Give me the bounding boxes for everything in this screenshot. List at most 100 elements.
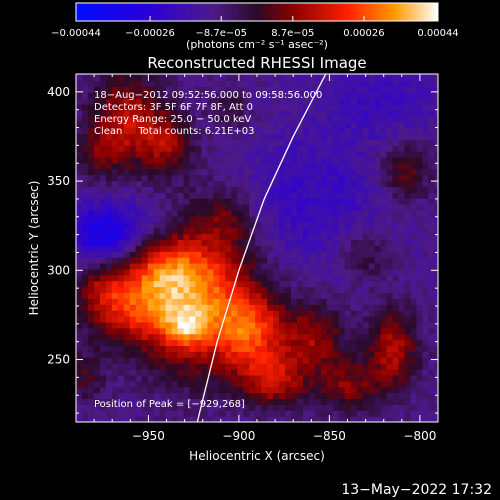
heatmap-cell — [428, 139, 435, 146]
heatmap-cell — [81, 121, 89, 129]
heatmap-cell — [81, 262, 89, 270]
heatmap-cell — [237, 410, 244, 417]
heatmap-cell — [434, 286, 438, 294]
heatmap-cell — [207, 180, 214, 188]
heatmap-cell — [183, 310, 191, 317]
heatmap-cell — [93, 416, 101, 422]
heatmap-cell — [297, 180, 304, 188]
heatmap-cell — [374, 351, 382, 358]
heatmap-cell — [159, 215, 167, 223]
heatmap-cell — [171, 333, 179, 341]
heatmap-cell — [111, 410, 119, 417]
heatmap-cell — [159, 345, 167, 352]
heatmap-cell — [177, 280, 185, 288]
heatmap-cell — [201, 233, 208, 241]
heatmap-cell — [428, 233, 435, 241]
heatmap-cell — [404, 268, 412, 276]
heatmap-cell — [129, 156, 137, 164]
heatmap-cell — [279, 274, 286, 282]
heatmap-cell — [81, 416, 89, 422]
heatmap-cell — [326, 168, 334, 176]
heatmap-cell — [434, 386, 438, 394]
heatmap-cell — [111, 416, 119, 422]
heatmap-cell — [422, 315, 429, 323]
heatmap-cell — [344, 268, 352, 276]
heatmap-cell — [105, 233, 113, 241]
heatmap-cell — [183, 321, 191, 329]
heatmap-cell — [338, 121, 346, 129]
heatmap-cell — [279, 221, 286, 229]
heatmap-cell — [386, 345, 394, 352]
heatmap-cell — [338, 103, 346, 111]
heatmap-cell — [165, 257, 173, 264]
heatmap-cell — [332, 209, 340, 217]
heatmap-cell — [267, 233, 274, 241]
heatmap-cell — [111, 74, 119, 76]
heatmap-cell — [129, 304, 137, 311]
heatmap-cell — [404, 198, 412, 205]
heatmap-cell — [87, 310, 95, 317]
heatmap-cell — [123, 204, 131, 211]
heatmap-cell — [386, 74, 394, 82]
heatmap-cell — [147, 162, 155, 170]
heatmap-cell — [171, 262, 179, 270]
heatmap-cell — [320, 298, 328, 305]
heatmap-cell — [207, 339, 214, 347]
heatmap-cell — [165, 404, 173, 411]
heatmap-cell — [249, 251, 256, 258]
heatmap-cell — [273, 268, 280, 276]
heatmap-cell — [267, 127, 274, 135]
heatmap-cell — [362, 215, 370, 223]
heatmap-cell — [195, 145, 203, 152]
heatmap-cell — [213, 127, 220, 135]
heatmap-cell — [117, 351, 125, 358]
heatmap-cell — [326, 298, 334, 305]
heatmap-cell — [99, 274, 107, 282]
heatmap-cell — [255, 162, 262, 170]
heatmap-cell — [308, 392, 316, 400]
heatmap-cell — [87, 227, 95, 235]
heatmap-cell — [195, 274, 203, 282]
heatmap-cell — [392, 98, 400, 105]
heatmap-cell — [93, 327, 101, 335]
heatmap-cell — [76, 280, 83, 288]
heatmap-cell — [153, 310, 161, 317]
heatmap-cell — [231, 168, 238, 176]
heatmap-cell — [237, 286, 244, 294]
heatmap-cell — [201, 374, 208, 382]
heatmap-cell — [285, 274, 292, 282]
heatmap-cell — [344, 257, 352, 264]
heatmap-cell — [302, 192, 310, 199]
heatmap-cell — [422, 92, 429, 99]
heatmap-cell — [81, 198, 89, 205]
heatmap-cell — [99, 286, 107, 294]
heatmap-cell — [273, 115, 280, 123]
heatmap-cell — [267, 156, 274, 164]
heatmap-cell — [237, 156, 244, 164]
heatmap-cell — [147, 251, 155, 258]
heatmap-cell — [93, 374, 101, 382]
heatmap-cell — [207, 392, 214, 400]
heatmap-cell — [219, 145, 226, 152]
heatmap-cell — [159, 86, 167, 93]
heatmap-cell — [308, 162, 316, 170]
heatmap-cell — [159, 192, 167, 199]
heatmap-cell — [255, 198, 262, 205]
heatmap-cell — [291, 98, 298, 105]
heatmap-cell — [129, 180, 137, 188]
heatmap-cell — [398, 257, 406, 264]
heatmap-cell — [410, 209, 418, 217]
heatmap-cell — [171, 233, 179, 241]
heatmap-cell — [404, 333, 412, 341]
heatmap-cell — [273, 109, 280, 117]
heatmap-cell — [261, 145, 268, 152]
heatmap-cell — [428, 74, 435, 82]
heatmap-cell — [249, 345, 256, 352]
heatmap-cell — [314, 98, 322, 105]
heatmap-cell — [129, 109, 137, 117]
heatmap-cell — [404, 386, 412, 394]
heatmap-cell — [350, 374, 358, 382]
heatmap-cell — [183, 245, 191, 252]
heatmap-cell — [123, 404, 131, 411]
heatmap-cell — [422, 321, 429, 329]
